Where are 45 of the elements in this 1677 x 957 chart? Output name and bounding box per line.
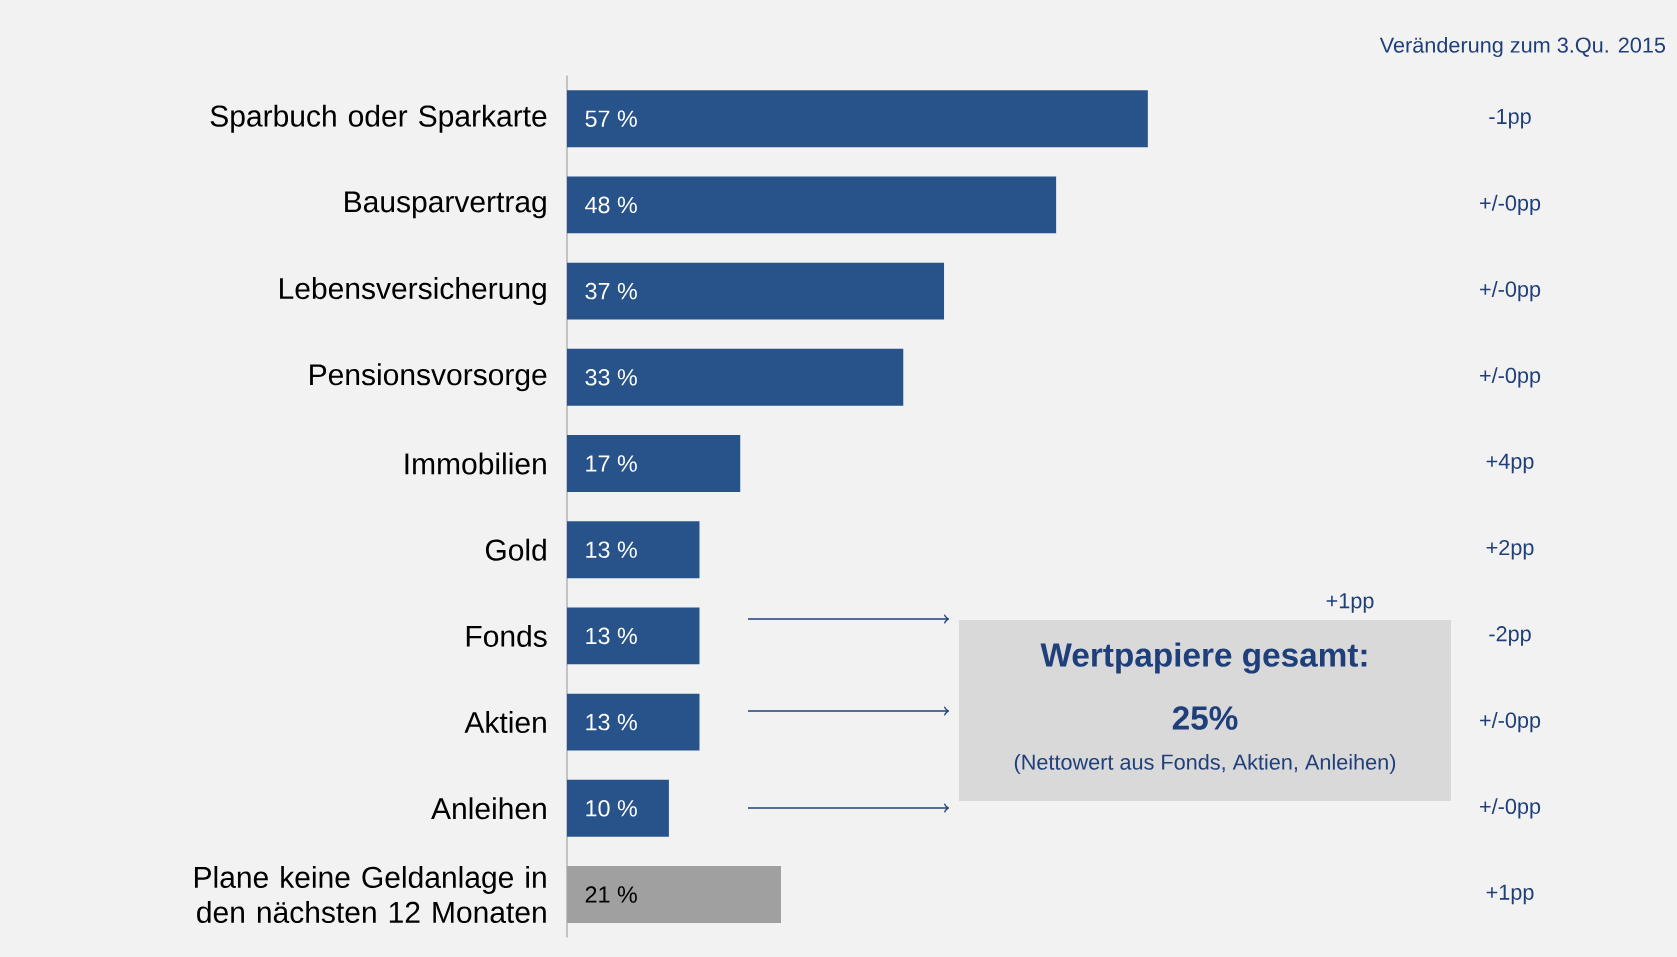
data-label: 10 % <box>586 800 637 817</box>
data-label: 48 % <box>585 196 637 214</box>
bar <box>567 176 1057 234</box>
bar <box>567 435 741 492</box>
bar <box>567 779 669 837</box>
data-label: 37 % <box>585 282 637 300</box>
y-tick-label: Plane keine Geldanlage in den nächsten 12 Monaten <box>194 865 546 924</box>
y-tick-label: Sparbuch oder Sparkarte <box>210 104 547 133</box>
text: 25% <box>1172 706 1238 730</box>
y-tick-label: Aktien <box>464 711 546 734</box>
data-label: 13 % <box>586 627 637 645</box>
y-tick-label: Anleihen <box>431 797 546 820</box>
y-tick-label: Bausparvertrag <box>345 191 546 219</box>
annotation: Wertpapiere gesamt: <box>1040 642 1367 674</box>
annotation: (Nettowert aus Fonds, Aktien, Anleihen) <box>1014 753 1396 775</box>
text: +/-0pp <box>1480 367 1541 388</box>
text: +/-0pp <box>1480 798 1541 819</box>
y-tick-label: Gold <box>485 538 546 561</box>
bar <box>567 607 700 665</box>
text: +/-0pp <box>1480 711 1541 733</box>
data-label: 13 % <box>586 541 637 558</box>
bar <box>567 693 700 751</box>
text: -2pp <box>1489 626 1531 646</box>
y-tick-label: Pensionsvorsorge <box>310 363 547 392</box>
text: Veränderung zum 3.Qu. 2015 <box>1379 36 1666 58</box>
data-label: 13 % <box>586 713 637 731</box>
bar <box>567 90 1148 148</box>
text: +2pp <box>1486 539 1534 560</box>
text: +1pp <box>1486 884 1534 905</box>
data-label: 57 % <box>585 110 637 127</box>
text: +/-0pp <box>1480 280 1541 302</box>
bar <box>567 521 700 579</box>
text: +/-0pp <box>1480 194 1541 215</box>
y-tick-label: Fonds <box>466 624 547 647</box>
bar <box>567 866 781 923</box>
text: -1pp <box>1489 109 1531 129</box>
bar <box>567 262 945 320</box>
text: +4pp <box>1486 453 1534 474</box>
y-tick-label: Immobilien <box>405 452 546 475</box>
y-tick-label: Lebensversicherung <box>280 277 546 306</box>
bar <box>567 348 904 406</box>
data-label: 21 % <box>585 886 637 903</box>
data-label: 17 % <box>586 455 637 472</box>
text: +1pp <box>1326 593 1374 613</box>
data-label: 33 % <box>585 369 637 386</box>
